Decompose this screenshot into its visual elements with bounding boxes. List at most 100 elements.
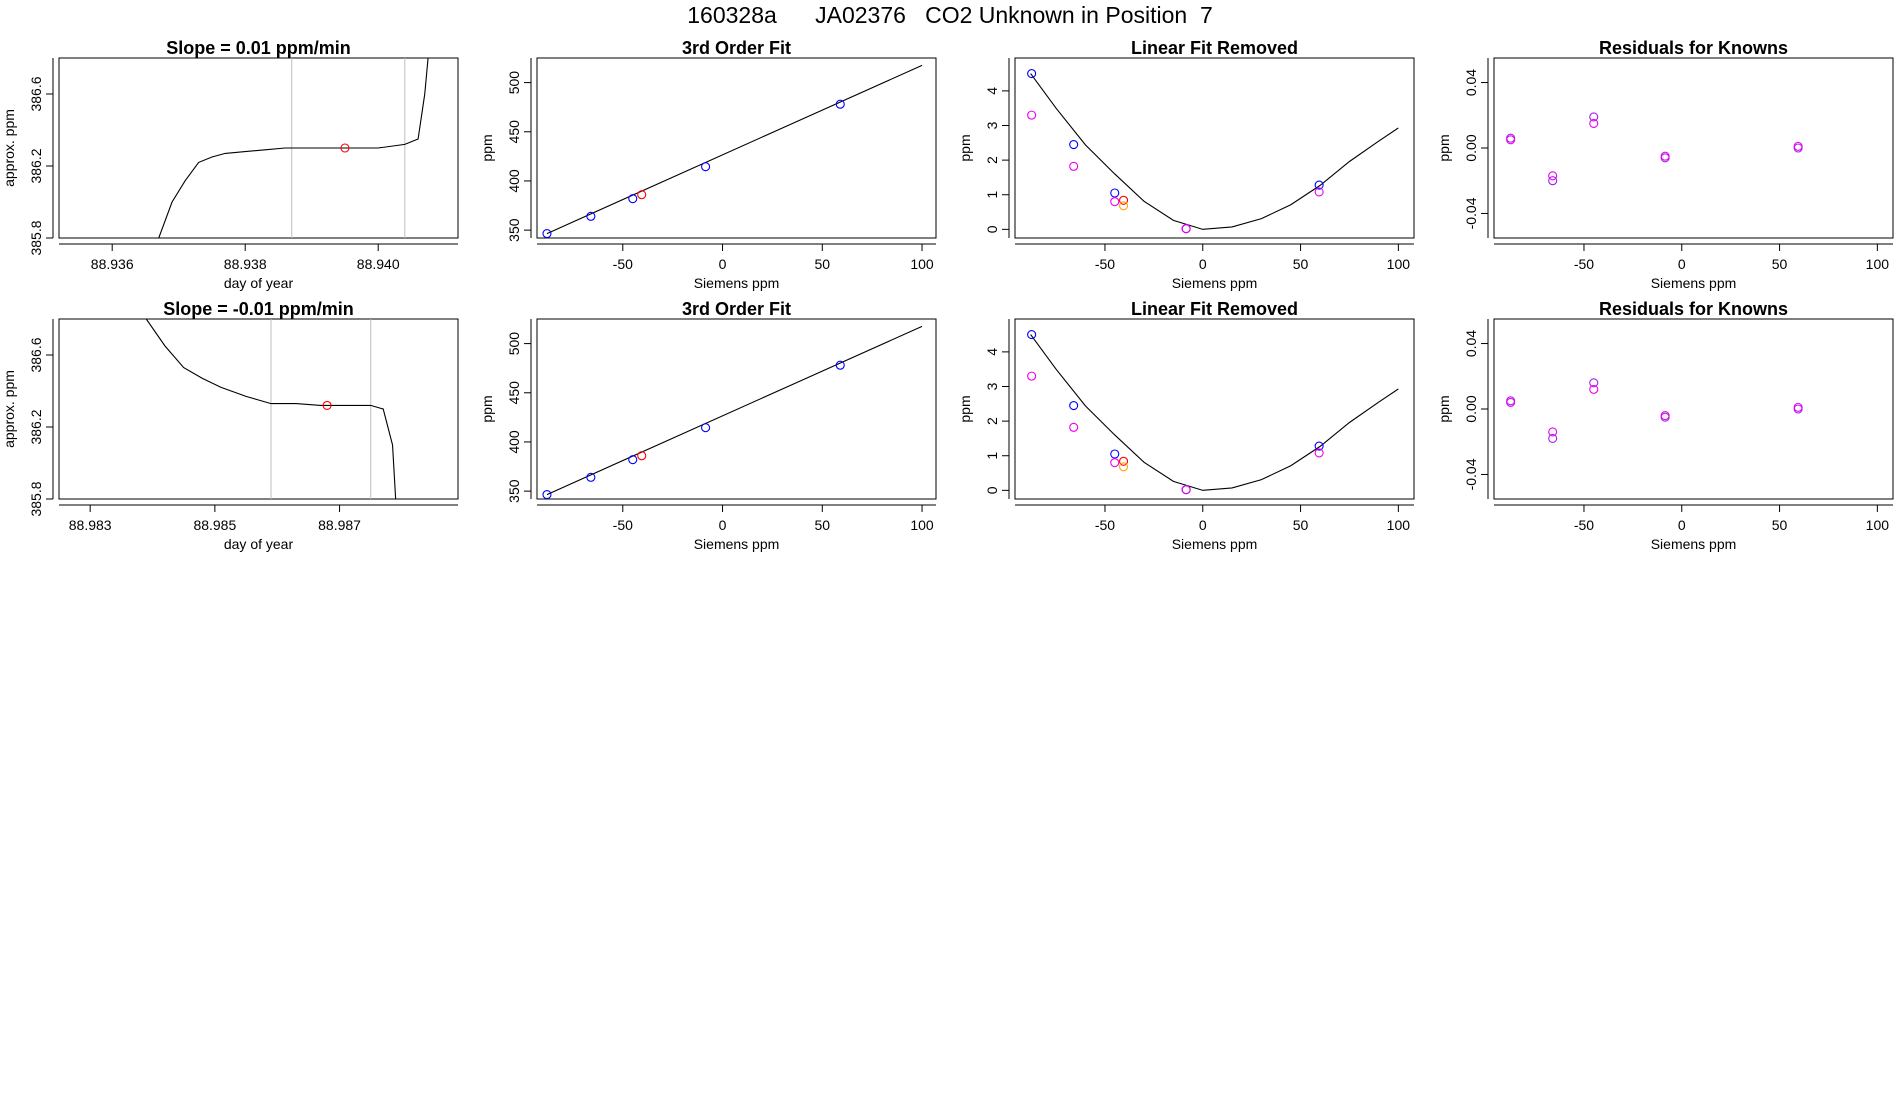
- x-axis-label: Siemens ppm: [1172, 536, 1258, 552]
- x-tick-label: 100: [1387, 517, 1411, 533]
- y-tick-label: 386.2: [28, 148, 44, 183]
- x-axis-label: Siemens ppm: [1172, 275, 1258, 291]
- data-point: [322, 400, 332, 410]
- x-tick-label: 100: [1866, 256, 1890, 272]
- y-axis-label: approx. ppm: [1, 370, 17, 448]
- data-point: [1589, 118, 1599, 129]
- y-axis-label: ppm: [1436, 134, 1452, 161]
- plot-frame: [58, 318, 459, 500]
- series-line: [158, 58, 429, 238]
- data-point: [1589, 112, 1599, 122]
- data-point: [1027, 110, 1037, 120]
- panel-title: 3rd Order Fit: [682, 299, 791, 319]
- data-point: [1314, 187, 1324, 197]
- x-tick-label: -50: [1574, 256, 1594, 272]
- y-tick-label: 385.8: [28, 481, 44, 516]
- data-point: [1589, 384, 1599, 394]
- x-tick-label: -50: [613, 517, 633, 533]
- y-tick-label: 3: [984, 121, 1000, 129]
- data-point: [1119, 462, 1129, 472]
- plot-frame: [1014, 57, 1415, 239]
- data-point: [835, 360, 845, 370]
- data-point: [1069, 161, 1079, 171]
- data-point: [637, 190, 647, 200]
- data-point: [701, 162, 711, 172]
- plot-frame: [1493, 57, 1894, 239]
- x-axis-label: Siemens ppm: [1651, 275, 1737, 291]
- x-tick-label: -50: [1095, 517, 1115, 533]
- data-point: [1548, 171, 1558, 181]
- data-point: [1793, 141, 1803, 151]
- y-tick-label: 3: [984, 382, 1000, 390]
- data-point: [1589, 378, 1599, 388]
- data-point: [340, 143, 350, 153]
- y-tick-label: 386.2: [28, 409, 44, 444]
- y-tick-label: 400: [506, 430, 522, 454]
- x-tick-label: 88.936: [91, 256, 134, 272]
- y-tick-label: 0: [984, 486, 1000, 494]
- data-point: [1119, 195, 1129, 205]
- x-tick-label: 100: [1387, 256, 1411, 272]
- x-tick-label: 0: [719, 256, 727, 272]
- data-point: [1314, 441, 1324, 451]
- y-axis-label: ppm: [957, 134, 973, 161]
- data-point: [586, 211, 596, 221]
- data-point: [1110, 188, 1120, 198]
- y-tick-label: 1: [984, 452, 1000, 460]
- data-point: [637, 451, 647, 461]
- plot-frame: [536, 57, 937, 239]
- y-tick-label: 450: [506, 381, 522, 405]
- x-tick-label: -50: [1574, 517, 1594, 533]
- y-tick-label: 385.8: [28, 220, 44, 255]
- x-tick-label: -50: [613, 256, 633, 272]
- x-tick-label: 88.940: [357, 256, 400, 272]
- panel-title: Linear Fit Removed: [1131, 299, 1298, 319]
- figure-main-title: 160328a JA02376 CO2 Unknown in Position …: [687, 2, 1213, 28]
- data-point: [1110, 449, 1120, 459]
- x-axis-label: day of year: [224, 536, 294, 552]
- data-point: [586, 472, 596, 482]
- y-tick-label: 350: [506, 218, 522, 242]
- x-tick-label: 88.983: [69, 517, 112, 533]
- data-point: [1110, 458, 1120, 468]
- data-point: [1110, 197, 1120, 207]
- x-tick-label: 88.985: [193, 517, 236, 533]
- x-axis-label: day of year: [224, 275, 294, 291]
- data-point: [1548, 176, 1558, 186]
- panel-title: Residuals for Knowns: [1599, 299, 1788, 319]
- x-tick-label: 88.987: [318, 517, 361, 533]
- panel-ts1: Slope = 0.01 ppm/min 88.936 88.938 88.940 da…: [1, 38, 459, 291]
- x-tick-label: 50: [1293, 517, 1309, 533]
- data-point: [1119, 456, 1129, 466]
- y-tick-label: 0.04: [1463, 69, 1479, 96]
- plot-frame: [1014, 318, 1415, 500]
- panel-title: 3rd Order Fit: [682, 38, 791, 58]
- data-point: [701, 423, 711, 433]
- y-tick-label: 2: [984, 417, 1000, 425]
- y-axis-label: approx. ppm: [1, 109, 17, 187]
- data-point: [542, 229, 552, 238]
- data-point: [1069, 422, 1079, 432]
- x-axis-label: Siemens ppm: [1651, 536, 1737, 552]
- fit-curve: [1030, 73, 1399, 230]
- x-tick-label: 88.938: [224, 256, 267, 272]
- x-tick-label: 0: [719, 517, 727, 533]
- data-point: [1069, 139, 1079, 150]
- data-point: [1314, 180, 1324, 190]
- data-point: [542, 490, 552, 499]
- data-point: [1027, 69, 1037, 79]
- data-point: [1027, 330, 1037, 340]
- panel-res2: Residuals for Knowns -50 0 50 100 Siemens ppm…: [1436, 299, 1894, 552]
- data-point: [835, 99, 845, 109]
- y-tick-label: 500: [506, 332, 522, 356]
- x-tick-label: 100: [910, 256, 934, 272]
- y-axis-label: ppm: [479, 134, 495, 161]
- y-tick-label: 0.00: [1463, 395, 1479, 422]
- data-point: [1119, 201, 1129, 211]
- data-point: [1506, 397, 1516, 408]
- y-tick-label: 0.00: [1463, 134, 1479, 161]
- y-tick-label: 400: [506, 169, 522, 193]
- x-tick-label: 0: [1199, 517, 1207, 533]
- fit-curve: [1030, 334, 1399, 491]
- y-tick-label: 4: [984, 87, 1000, 95]
